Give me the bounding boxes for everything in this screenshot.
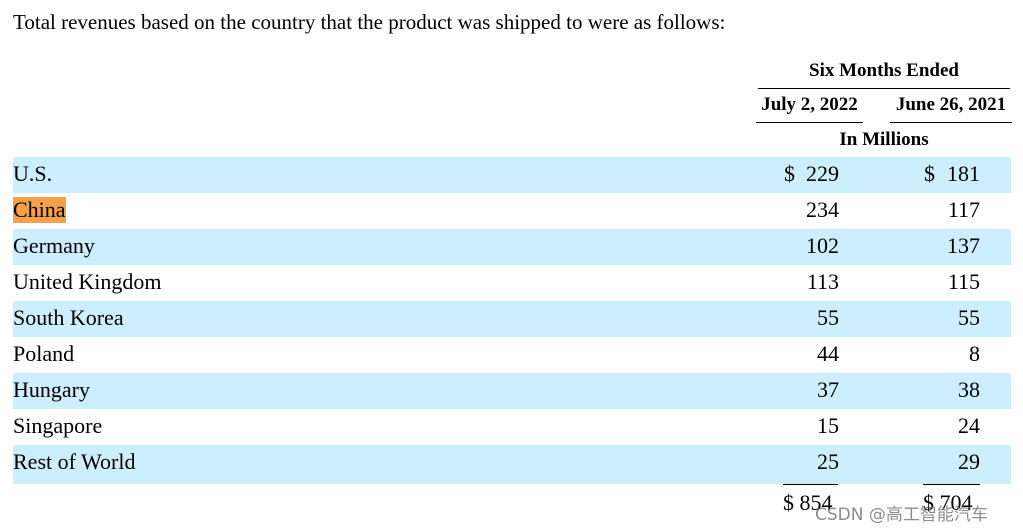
row-label: Germany: [13, 233, 95, 258]
table-row: U.S. $ 229 $ 181: [13, 157, 1011, 193]
value-2021: 24: [958, 413, 980, 438]
value-2022: 25: [817, 449, 839, 474]
unit-header: In Millions: [839, 129, 929, 150]
value-2022: 234: [806, 197, 839, 222]
row-label: United Kingdom: [13, 269, 162, 294]
column-header-2022: July 2, 2022: [761, 94, 858, 115]
total-2021: $ 704: [923, 490, 973, 515]
table-row: Hungary 37 38: [13, 373, 1011, 409]
value-2021: 29: [958, 449, 980, 474]
column-header-2021: June 26, 2021: [895, 94, 1007, 115]
row-label: Hungary: [13, 377, 90, 402]
table-row: Germany 102 137: [13, 229, 1011, 265]
period-header: Six Months Ended: [809, 60, 959, 81]
row-label: Singapore: [13, 413, 103, 438]
column-header-2021-rule: [890, 122, 1012, 123]
row-label: Rest of World: [13, 449, 136, 474]
value-2022: 102: [806, 233, 839, 258]
watermark: CSDN @高工智能汽车: [815, 505, 988, 525]
row-label-highlighted: China: [13, 197, 66, 223]
value-2021: 117: [947, 197, 980, 222]
total-rule-2021: [923, 484, 980, 485]
value-2022: 37: [817, 377, 839, 402]
value-2021: 38: [958, 377, 980, 402]
value-2022: 229: [806, 161, 839, 186]
value-2021: 181: [947, 161, 980, 186]
table-row: China 234 117: [13, 193, 1011, 229]
row-label: Poland: [13, 341, 75, 366]
value-2021: 115: [947, 269, 980, 294]
intro-text: Total revenues based on the country that…: [13, 10, 726, 34]
value-2021: 8: [969, 341, 980, 366]
table-row: South Korea 55 55: [13, 301, 1011, 337]
value-2022: 44: [817, 341, 839, 366]
table-row: Poland 44 8: [13, 337, 1011, 373]
table-row: United Kingdom 113 115: [13, 265, 1011, 301]
table-row: Singapore 15 24: [13, 409, 1011, 445]
value-2022: 55: [817, 305, 839, 330]
row-label: South Korea: [13, 305, 124, 330]
currency-symbol: $: [924, 161, 935, 186]
currency-symbol: $: [784, 161, 795, 186]
column-header-2022-rule: [756, 122, 863, 123]
total-rule-2022: [783, 484, 838, 485]
row-label: U.S.: [13, 161, 53, 186]
period-header-rule: [758, 88, 1010, 89]
value-2022: 15: [817, 413, 839, 438]
value-2021: 137: [947, 233, 980, 258]
value-2022: 113: [806, 269, 839, 294]
table-row: Rest of World 25 29: [13, 445, 1011, 484]
value-2021: 55: [958, 305, 980, 330]
total-2022: $ 854: [783, 490, 833, 515]
